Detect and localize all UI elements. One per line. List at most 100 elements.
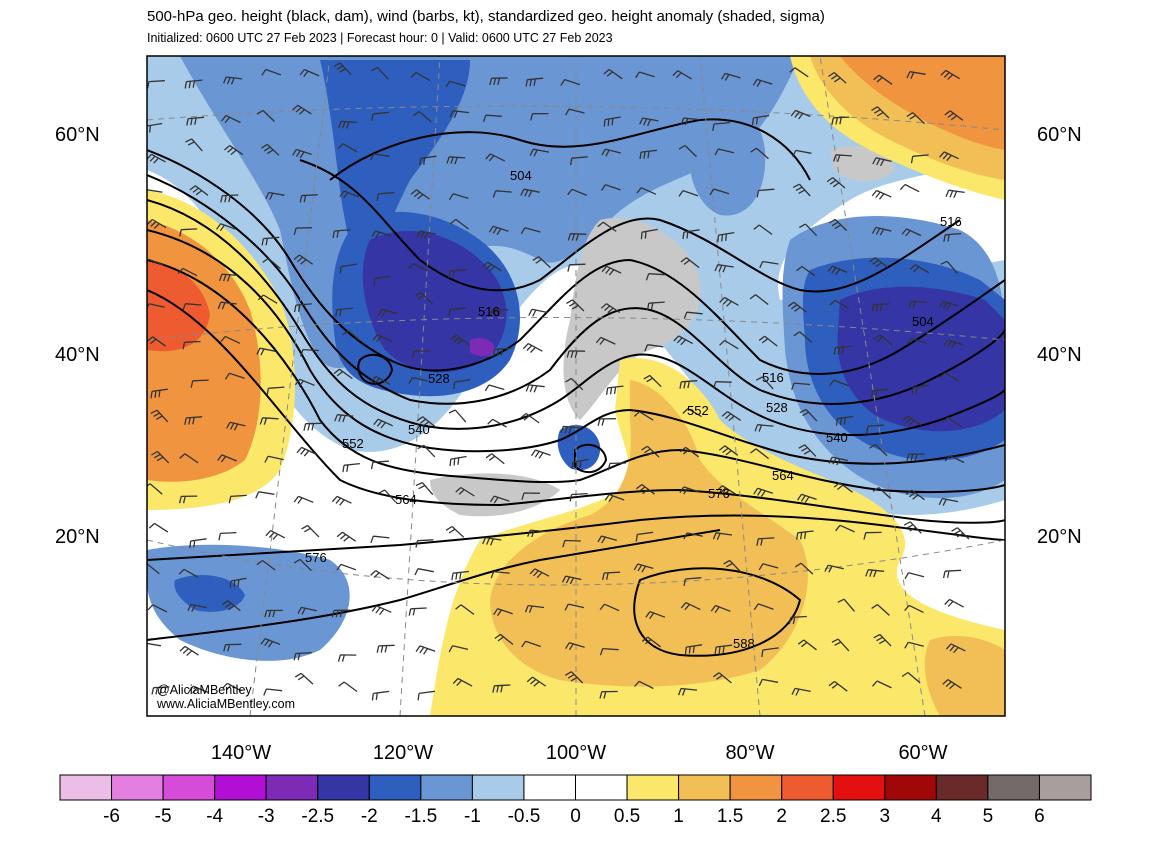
wind-barb xyxy=(758,563,779,571)
wind-barb xyxy=(752,78,773,87)
wind-barb xyxy=(526,676,547,687)
wind-barb xyxy=(224,372,245,380)
wind-barb xyxy=(723,559,742,573)
wind-barb xyxy=(869,444,888,457)
height-contour xyxy=(147,529,721,641)
wind-barb xyxy=(828,72,847,84)
wind-barb xyxy=(265,191,285,200)
wind-barb xyxy=(378,489,396,503)
wind-barb xyxy=(565,377,584,391)
wind-barb xyxy=(482,261,502,272)
wind-barb xyxy=(184,416,203,425)
wind-barb xyxy=(678,189,699,197)
wind-barb xyxy=(797,639,817,651)
wind-barb xyxy=(599,690,618,699)
wind-barb xyxy=(872,157,892,167)
wind-barb xyxy=(677,687,698,696)
wind-barb xyxy=(255,491,275,499)
wind-barb xyxy=(532,256,551,269)
chart-subtitle: Initialized: 0600 UTC 27 Feb 2023 | Fore… xyxy=(147,31,613,45)
wind-barb xyxy=(257,294,278,304)
wind-barb xyxy=(717,231,735,243)
wind-barb xyxy=(525,77,544,87)
map-frame xyxy=(146,55,1006,717)
anomaly-area xyxy=(430,473,560,517)
colorbar-swatch xyxy=(935,774,989,801)
wind-barb xyxy=(220,335,241,344)
wind-barb xyxy=(370,460,389,470)
wind-barb xyxy=(643,374,662,388)
colorbar-label: 1.5 xyxy=(716,806,744,827)
wind-barb xyxy=(835,415,854,426)
colorbar-swatch xyxy=(678,774,731,801)
wind-barb xyxy=(293,254,313,265)
wind-barb xyxy=(714,148,735,156)
wind-barb xyxy=(331,609,351,618)
wind-barb xyxy=(449,455,467,467)
colorbar-label: 0.5 xyxy=(613,806,641,827)
wind-barb xyxy=(871,303,890,312)
wind-barb xyxy=(567,233,587,241)
wind-barb xyxy=(147,258,164,266)
lon-label: 60°W xyxy=(898,742,948,764)
wind-barb xyxy=(410,189,430,200)
wind-barb xyxy=(408,263,428,272)
wind-barb xyxy=(182,303,202,311)
wind-barb xyxy=(147,604,168,613)
wind-barb xyxy=(753,603,774,611)
wind-barb xyxy=(528,308,548,317)
wind-barb xyxy=(906,112,925,125)
wind-barb xyxy=(753,487,773,497)
credit-website[interactable]: www.AliciaMBentley.com xyxy=(157,697,296,711)
wind-barb xyxy=(906,453,925,461)
wind-barb xyxy=(415,482,434,496)
wind-barb xyxy=(448,307,467,317)
wind-barb xyxy=(453,379,471,390)
wind-barb xyxy=(189,185,209,196)
wind-barb xyxy=(370,535,390,544)
contour-label: 504 xyxy=(510,168,532,183)
wind-barb xyxy=(299,194,318,203)
wind-barb xyxy=(713,381,732,389)
wind-barb xyxy=(147,189,163,193)
wind-barb xyxy=(339,190,360,199)
wind-barb xyxy=(939,151,959,162)
wind-barb xyxy=(415,645,436,655)
wind-barb xyxy=(337,654,357,662)
contour-label: 588 xyxy=(733,636,755,651)
colorbar-swatch xyxy=(420,774,473,801)
wind-barb xyxy=(796,530,814,540)
wind-barb xyxy=(494,633,514,645)
wind-barb xyxy=(446,156,466,165)
wind-barb xyxy=(336,563,357,571)
wind-barb xyxy=(336,531,356,542)
wind-barb xyxy=(754,424,774,432)
wind-barb xyxy=(641,636,661,648)
wind-barb xyxy=(416,416,436,428)
chart-title: 500-hPa geo. height (black, dam), wind (… xyxy=(147,8,825,25)
wind-barb xyxy=(749,294,769,306)
wind-barb xyxy=(600,184,621,191)
wind-barb xyxy=(906,337,927,345)
wind-barb xyxy=(633,411,654,421)
wind-barb xyxy=(865,569,885,578)
wind-barb xyxy=(148,522,169,533)
wind-barb xyxy=(452,677,473,687)
wind-barb xyxy=(832,154,852,162)
wind-barb xyxy=(789,67,809,78)
wind-barb xyxy=(150,409,169,423)
wind-barb xyxy=(294,672,314,685)
height-contour xyxy=(147,289,1005,524)
height-contour xyxy=(147,514,1005,561)
wind-barb xyxy=(683,532,703,540)
anomaly-shading xyxy=(147,56,1005,716)
wind-barb xyxy=(798,444,817,457)
wind-barb xyxy=(645,610,666,620)
wind-barb xyxy=(939,372,960,382)
colorbar-swatch xyxy=(832,774,886,801)
wind-barb xyxy=(485,453,505,465)
wind-barb xyxy=(264,609,283,618)
wind-barb xyxy=(865,424,885,434)
wind-barb xyxy=(790,109,811,120)
contour-label: 564 xyxy=(395,492,417,507)
